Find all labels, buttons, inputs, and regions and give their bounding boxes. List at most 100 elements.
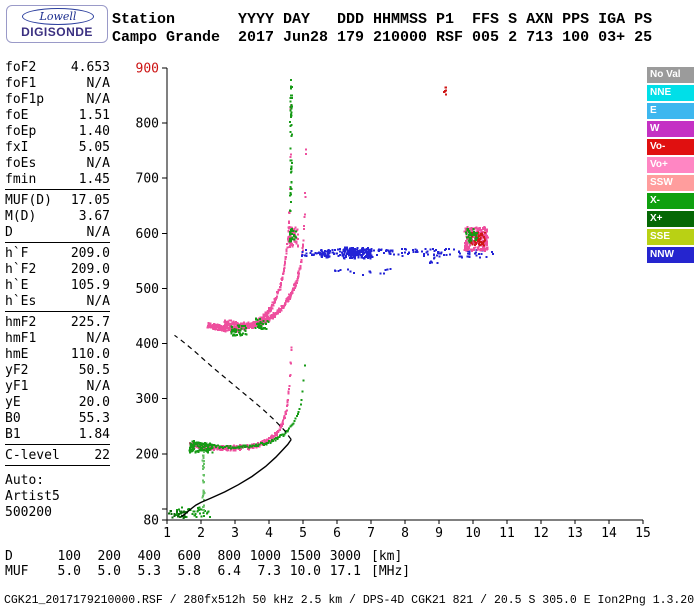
series-spread-low2-blue xyxy=(428,256,439,265)
parameter-label: hmF1 xyxy=(5,331,37,346)
dmuf-value: 5.0 xyxy=(57,564,81,579)
dmuf-row-muf: MUF 5.0 5.0 5.3 5.8 6.4 7.3 10.0 17.1 [MHz] xyxy=(5,564,410,579)
svg-text:15: 15 xyxy=(635,526,651,541)
parameter-label: foF2 xyxy=(5,60,37,75)
parameter-row: hmF2 225.7 xyxy=(5,315,110,331)
parameter-label: yE xyxy=(5,395,21,410)
parameter-row: Auto: xyxy=(5,473,110,489)
svg-text:10: 10 xyxy=(465,526,481,541)
parameter-row: B0 55.3 xyxy=(5,411,110,427)
svg-text:3: 3 xyxy=(231,526,239,541)
svg-text:900: 900 xyxy=(136,62,159,77)
legend-item-vo-: Vo- xyxy=(647,139,694,155)
series-vertical-lightgreen-foE-line xyxy=(201,451,206,512)
series-2hop-green-tip-left xyxy=(230,324,248,337)
svg-text:2: 2 xyxy=(197,526,205,541)
parameter-label: hmF2 xyxy=(5,315,37,330)
parameter-row: C-level 22 xyxy=(5,448,110,466)
parameter-row: yF1 N/A xyxy=(5,379,110,395)
parameter-panel: foF2 4.653 foF1 N/A foF1p N/A foE 1.51 foEp 1.40 f… xyxy=(5,60,110,521)
axes xyxy=(162,67,644,524)
header-column-titles: Station YYYY DAY DDD HHMMSS P1 FFS S AXN… xyxy=(112,11,653,28)
parameter-value: N/A xyxy=(86,331,110,346)
parameter-label: foEp xyxy=(5,124,37,139)
parameter-row: foEp 1.40 xyxy=(5,124,110,140)
parameter-row: hmF1 N/A xyxy=(5,331,110,347)
parameter-row: h`Es N/A xyxy=(5,294,110,312)
series-trace-start-green-blob xyxy=(188,442,214,454)
parameter-value: 1.45 xyxy=(78,172,110,187)
parameter-row: h`E 105.9 xyxy=(5,278,110,294)
parameter-label: fxI xyxy=(5,140,29,155)
parameter-value: N/A xyxy=(86,156,110,171)
svg-text:700: 700 xyxy=(136,172,159,187)
parameter-value: 5.05 xyxy=(78,140,110,155)
svg-text:300: 300 xyxy=(136,392,159,407)
series-true-height-profile-solid xyxy=(180,439,292,518)
svg-text:12: 12 xyxy=(533,526,549,541)
parameter-value: N/A xyxy=(86,92,110,107)
parameter-value: 22 xyxy=(94,448,110,463)
legend-item-vo-: Vo+ xyxy=(647,157,694,173)
svg-text:14: 14 xyxy=(601,526,617,541)
parameter-value: 50.5 xyxy=(78,363,110,378)
svg-text:13: 13 xyxy=(567,526,583,541)
series-echo-cluster-green xyxy=(464,228,479,244)
parameter-row: yE 20.0 xyxy=(5,395,110,411)
lowell-logo-oval: Lowell xyxy=(22,8,94,25)
svg-text:11: 11 xyxy=(499,526,515,541)
parameter-row: B1 1.84 xyxy=(5,427,110,445)
parameter-value: 20.0 xyxy=(78,395,110,410)
digisonde-logo-text: DIGISONDE xyxy=(21,25,93,39)
parameter-row: foF2 4.653 xyxy=(5,60,110,76)
parameter-label: C-level xyxy=(5,448,60,463)
dmuf-value: 200 xyxy=(97,549,121,564)
parameter-label: h`F xyxy=(5,246,29,261)
series-f-trace-1hop-o-mode xyxy=(189,346,293,452)
legend-item-x-: X+ xyxy=(647,211,694,227)
series-2hop-asymptote-green xyxy=(289,78,293,212)
svg-text:1: 1 xyxy=(163,526,171,541)
legend-item-no-val: No Val xyxy=(647,67,694,83)
parameter-value: N/A xyxy=(86,76,110,91)
dmuf-value: 5.0 xyxy=(97,564,121,579)
parameter-row: yF2 50.5 xyxy=(5,363,110,379)
dmuf-row-label: MUF xyxy=(5,564,29,579)
parameter-value: N/A xyxy=(86,379,110,394)
parameter-label: M(D) xyxy=(5,209,37,224)
dmuf-value: 800 xyxy=(217,549,241,564)
parameter-row: h`F2 209.0 xyxy=(5,262,110,278)
parameter-label: yF2 xyxy=(5,363,29,378)
parameter-value: 55.3 xyxy=(78,411,110,426)
parameter-row: foF1p N/A xyxy=(5,92,110,108)
parameter-label: h`E xyxy=(5,278,29,293)
svg-text:7: 7 xyxy=(367,526,375,541)
parameter-label: B0 xyxy=(5,411,21,426)
parameter-value: N/A xyxy=(86,294,110,309)
series-spread-blob-blue xyxy=(341,246,374,260)
dmuf-value: 600 xyxy=(177,549,201,564)
parameter-row: hmE 110.0 xyxy=(5,347,110,363)
svg-text:5: 5 xyxy=(299,526,307,541)
svg-text:4: 4 xyxy=(265,526,273,541)
legend-item-ssw: SSW xyxy=(647,175,694,191)
parameter-row: fxI 5.05 xyxy=(5,140,110,156)
legend-item-nnw: NNW xyxy=(647,247,694,263)
parameter-label: Auto: xyxy=(5,473,45,488)
parameter-row: h`F 209.0 xyxy=(5,246,110,262)
parameter-label: foF1p xyxy=(5,92,45,107)
parameter-value: 209.0 xyxy=(70,262,110,277)
dmuf-value: 400 xyxy=(137,549,161,564)
series-echo-cluster-red xyxy=(470,231,486,247)
parameter-value: 1.40 xyxy=(78,124,110,139)
series-mid-cluster-green xyxy=(288,228,297,243)
svg-text:600: 600 xyxy=(136,227,159,242)
dmuf-unit: [km] xyxy=(371,549,403,564)
svg-text:500: 500 xyxy=(136,282,159,297)
svg-text:9: 9 xyxy=(435,526,443,541)
svg-text:6: 6 xyxy=(333,526,341,541)
dmuf-value: 3000 xyxy=(329,549,361,564)
parameter-label: B1 xyxy=(5,427,21,442)
dmuf-value: 7.3 xyxy=(257,564,281,579)
parameter-value: 110.0 xyxy=(70,347,110,362)
